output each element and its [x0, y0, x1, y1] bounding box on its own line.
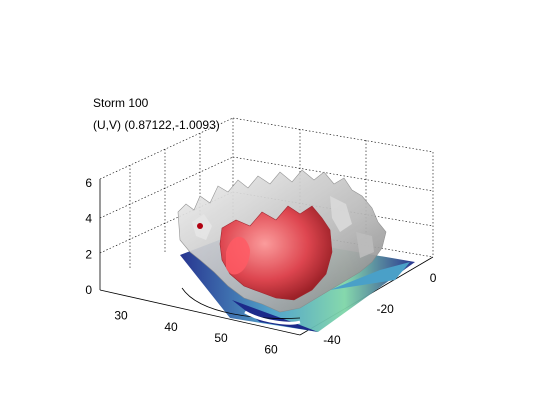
grid-line — [232, 191, 434, 227]
y-tick-labels: 0 -20 -40 — [323, 271, 436, 347]
z-tick-label: 4 — [85, 212, 92, 226]
y-tick-label: 0 — [430, 271, 437, 285]
x-tick-label: 40 — [164, 320, 178, 334]
x-axis-line — [99, 289, 301, 336]
x-tick-labels: 30 40 50 60 — [114, 309, 278, 357]
grid-line — [232, 222, 434, 258]
grid-line — [232, 156, 434, 192]
x-tick-label: 60 — [264, 342, 278, 356]
chart-subtitle: (U,V) (0.87122,-1.0093) — [93, 118, 220, 132]
chart-title: Storm 100 — [93, 96, 149, 110]
x-tick-label: 30 — [114, 309, 128, 323]
z-tick-label: 0 — [85, 283, 92, 297]
z-tick-label: 6 — [85, 176, 92, 190]
y-tick-label: -40 — [323, 333, 341, 347]
z-tick-labels: 0 2 4 6 — [85, 176, 92, 297]
inner-isosurface — [219, 205, 333, 301]
grid-line — [232, 117, 434, 153]
y-tick-label: -20 — [377, 302, 395, 316]
x-tick-label: 50 — [214, 331, 228, 345]
z-tick-label: 2 — [85, 247, 92, 261]
